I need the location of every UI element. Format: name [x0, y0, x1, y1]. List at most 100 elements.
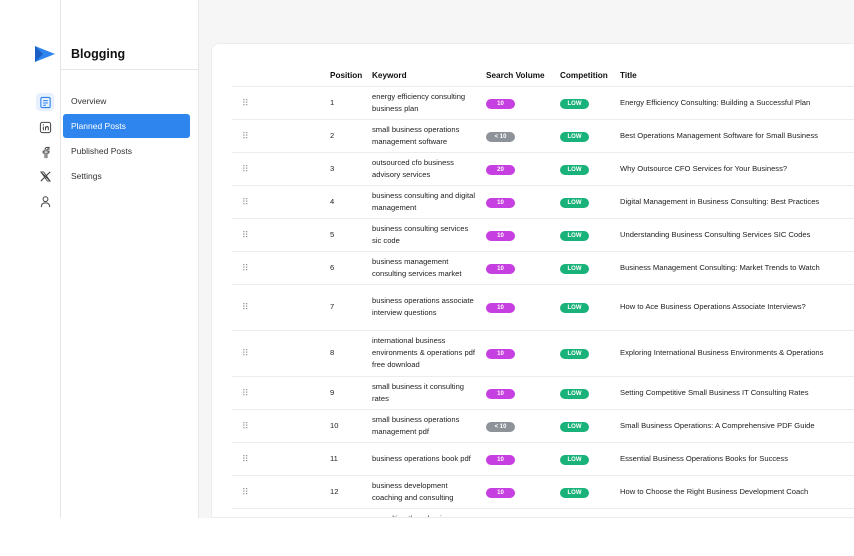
table-body: ⠿ 1 energy efficiency consulting business …	[232, 85, 854, 517]
table-row[interactable]: ⠿ 2 small business operations management s…	[232, 118, 854, 152]
position-cell: 1	[330, 85, 372, 119]
competition-badge: LOW	[560, 164, 589, 175]
drag-handle-icon[interactable]: ⠿	[232, 441, 330, 475]
competition-cell: LOW	[560, 441, 620, 475]
table-row[interactable]: ⠿ 12 business development coaching and con…	[232, 474, 854, 508]
keyword-cell: business operations book pdf	[372, 441, 486, 475]
search-volume-badge: 10	[486, 263, 515, 274]
keyword-cell: business development coaching and consul…	[372, 474, 486, 508]
competition-badge: LOW	[560, 131, 589, 142]
search-volume-cell: < 10	[486, 408, 560, 442]
keyword-cell: business management consulting services …	[372, 250, 486, 284]
table-row[interactable]: ⠿ 11 business operations book pdf 10 LOW Esse…	[232, 441, 854, 475]
table-row[interactable]: ⠿ 5 business consulting services sic code 1…	[232, 217, 854, 251]
position-cell: 5	[330, 217, 372, 251]
drag-handle-icon[interactable]: ⠿	[232, 118, 330, 152]
logo-icon[interactable]	[35, 46, 55, 62]
facebook-icon[interactable]	[36, 143, 54, 161]
position-cell: 9	[330, 375, 372, 409]
competition-column-header[interactable]: Competition	[560, 71, 608, 81]
sidebar-item-overview[interactable]: Overview	[71, 96, 107, 106]
search-volume-column-header[interactable]: Search Volume	[486, 71, 545, 81]
table-row[interactable]: ⠿ 8 international business environments & …	[232, 329, 854, 376]
table-row[interactable]: ⠿ 10 small business operations management …	[232, 408, 854, 442]
keyword-cell: small business operations management sof…	[372, 118, 486, 152]
competition-badge: LOW	[560, 303, 589, 313]
search-volume-cell: < 10	[486, 118, 560, 152]
sidebar-title: Blogging	[71, 47, 126, 61]
drag-handle-glyph: ⠿	[242, 486, 249, 497]
search-volume-cell: 10	[486, 250, 560, 284]
document-icon[interactable]	[36, 93, 54, 111]
competition-badge: LOW	[560, 487, 589, 498]
drag-handle-icon[interactable]: ⠿	[232, 151, 330, 185]
title-cell: How to Choose the Right Business Develop…	[620, 474, 854, 508]
drag-handle-glyph: ⠿	[242, 420, 249, 431]
competition-badge: LOW	[560, 263, 589, 274]
title-column-header[interactable]: Title	[620, 71, 637, 81]
position-cell: 2	[330, 118, 372, 152]
search-volume-badge: 20	[486, 164, 515, 175]
competition-cell: LOW	[560, 151, 620, 185]
competition-badge: LOW	[560, 230, 589, 241]
drag-handle-glyph: ⠿	[242, 196, 249, 207]
search-volume-badge: 10	[486, 303, 515, 313]
drag-handle-icon[interactable]: ⠿	[232, 329, 330, 376]
title-cell: Exploring International Business Environ…	[620, 329, 854, 376]
position-cell: 11	[330, 441, 372, 475]
linkedin-icon[interactable]	[36, 118, 54, 136]
search-volume-badge: 10	[486, 388, 515, 399]
drag-handle-glyph: ⠿	[242, 302, 249, 312]
title-cell: Why Outsource CFO Services for Your Busi…	[620, 151, 854, 185]
keyword-column-header[interactable]: Keyword	[372, 71, 407, 81]
search-volume-badge: 10	[486, 197, 515, 208]
table-row[interactable]: ⠿ 9 small business it consulting rates 10 LO…	[232, 375, 854, 409]
search-volume-cell	[486, 507, 560, 517]
competition-cell: LOW	[560, 408, 620, 442]
keyword-cell: outsourced cfo business advisory service…	[372, 151, 486, 185]
drag-handle-icon[interactable]: ⠿	[232, 250, 330, 284]
drag-handle-icon[interactable]: ⠿	[232, 217, 330, 251]
sidebar-item-planned-posts[interactable]: Planned Posts	[63, 114, 190, 138]
sidebar-item-published-posts[interactable]: Published Posts	[71, 146, 132, 156]
drag-handle-icon[interactable]: ⠿	[232, 375, 330, 409]
table-row[interactable]: ⠿ 4 business consulting and digital manage…	[232, 184, 854, 218]
search-volume-badge: 10	[486, 454, 515, 465]
sidebar-item-settings[interactable]: Settings	[71, 171, 102, 181]
table-row[interactable]: consulting three business	[232, 507, 854, 517]
competition-cell: LOW	[560, 118, 620, 152]
drag-handle-icon[interactable]	[232, 507, 330, 517]
drag-handle-icon[interactable]: ⠿	[232, 474, 330, 508]
table-row[interactable]: ⠿ 6 business management consulting service…	[232, 250, 854, 284]
planned-posts-card: Position Keyword Search Volume Competiti…	[211, 43, 854, 518]
drag-handle-icon[interactable]: ⠿	[232, 184, 330, 218]
drag-column-header	[232, 66, 330, 86]
search-volume-cell: 10	[486, 375, 560, 409]
drag-handle-icon[interactable]: ⠿	[232, 283, 330, 330]
competition-badge: LOW	[560, 349, 589, 359]
competition-cell: LOW	[560, 329, 620, 376]
search-volume-badge: < 10	[486, 131, 515, 142]
position-column-header[interactable]: Position	[330, 71, 363, 81]
drag-handle-glyph: ⠿	[242, 453, 249, 464]
keyword-cell: business consulting and digital manageme…	[372, 184, 486, 218]
drag-handle-icon[interactable]: ⠿	[232, 85, 330, 119]
title-cell: Best Operations Management Software for …	[620, 118, 854, 152]
search-volume-badge: 10	[486, 349, 515, 359]
search-volume-cell: 10	[486, 85, 560, 119]
position-cell: 12	[330, 474, 372, 508]
keyword-cell: consulting three business	[372, 507, 486, 517]
keyword-cell: business consulting services sic code	[372, 217, 486, 251]
title-cell: How to Ace Business Operations Associate…	[620, 283, 854, 330]
drag-handle-icon[interactable]: ⠿	[232, 408, 330, 442]
user-icon[interactable]	[36, 192, 54, 210]
competition-badge: LOW	[560, 197, 589, 208]
table-row[interactable]: ⠿ 1 energy efficiency consulting business …	[232, 85, 854, 119]
x-icon[interactable]	[36, 167, 54, 185]
competition-badge: LOW	[560, 388, 589, 399]
table-row[interactable]: ⠿ 3 outsourced cfo business advisory servi…	[232, 151, 854, 185]
table-row[interactable]: ⠿ 7 business operations associate intervie…	[232, 283, 854, 330]
competition-cell: LOW	[560, 85, 620, 119]
competition-badge: LOW	[560, 454, 589, 465]
search-volume-cell: 10	[486, 441, 560, 475]
